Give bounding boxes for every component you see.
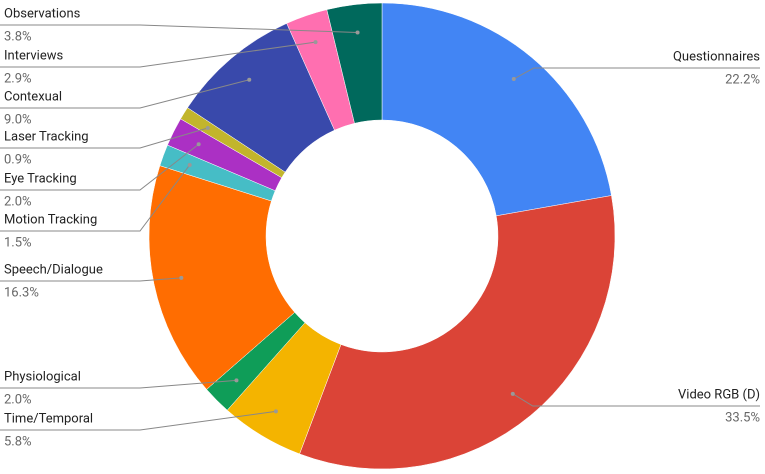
leader-line — [0, 41, 316, 68]
leader-line — [0, 127, 208, 149]
leader-dot — [247, 77, 252, 82]
value-label: 2.9% — [4, 71, 32, 86]
leader-line — [0, 379, 237, 389]
slice — [299, 195, 616, 470]
value-label: 9.0% — [4, 112, 32, 127]
leader-line — [0, 410, 276, 431]
slice-label: Laser Tracking — [4, 129, 89, 144]
leader-dot — [355, 30, 360, 35]
leader-dot — [313, 40, 318, 45]
leader-line — [0, 24, 358, 33]
value-label: 22.2% — [725, 72, 760, 87]
slice-label: Observations — [4, 6, 81, 21]
value-label: 2.0% — [4, 392, 32, 407]
leader-dot — [510, 391, 515, 396]
leader-line — [0, 79, 250, 109]
slice-label: Physiological — [4, 369, 81, 384]
value-label: 3.8% — [4, 29, 32, 44]
leader-line — [0, 164, 191, 232]
slice-label: Speech/Dialogue — [4, 262, 103, 277]
leader-dot — [187, 162, 192, 167]
slice — [381, 2, 612, 217]
leader-dot — [273, 409, 278, 414]
slice-label: Motion Tracking — [4, 212, 97, 227]
slice-label: Contexual — [4, 89, 62, 104]
leader-line — [0, 277, 182, 282]
slice-label: Video RGB (D) — [678, 387, 760, 402]
leader-line — [0, 143, 199, 191]
value-label: 33.5% — [725, 410, 760, 425]
slice-label: Questionnaires — [673, 49, 760, 64]
slice — [326, 2, 383, 124]
leader-dot — [179, 275, 184, 280]
slice-label: Time/Temporal — [4, 411, 93, 426]
value-label: 16.3% — [4, 285, 39, 300]
slice-label: Eye Tracking — [4, 171, 77, 186]
value-label: 2.0% — [4, 194, 32, 209]
leader-dot — [205, 125, 210, 130]
value-label: 5.8% — [4, 434, 32, 449]
leader-dot — [511, 76, 516, 81]
value-label: 0.9% — [4, 152, 32, 167]
leader-dot — [196, 142, 201, 147]
slice-label: Interviews — [4, 48, 64, 63]
value-label: 1.5% — [4, 235, 32, 250]
leader-line — [513, 67, 760, 80]
slice — [148, 165, 296, 390]
leader-line — [512, 393, 760, 407]
leader-dot — [234, 378, 239, 383]
